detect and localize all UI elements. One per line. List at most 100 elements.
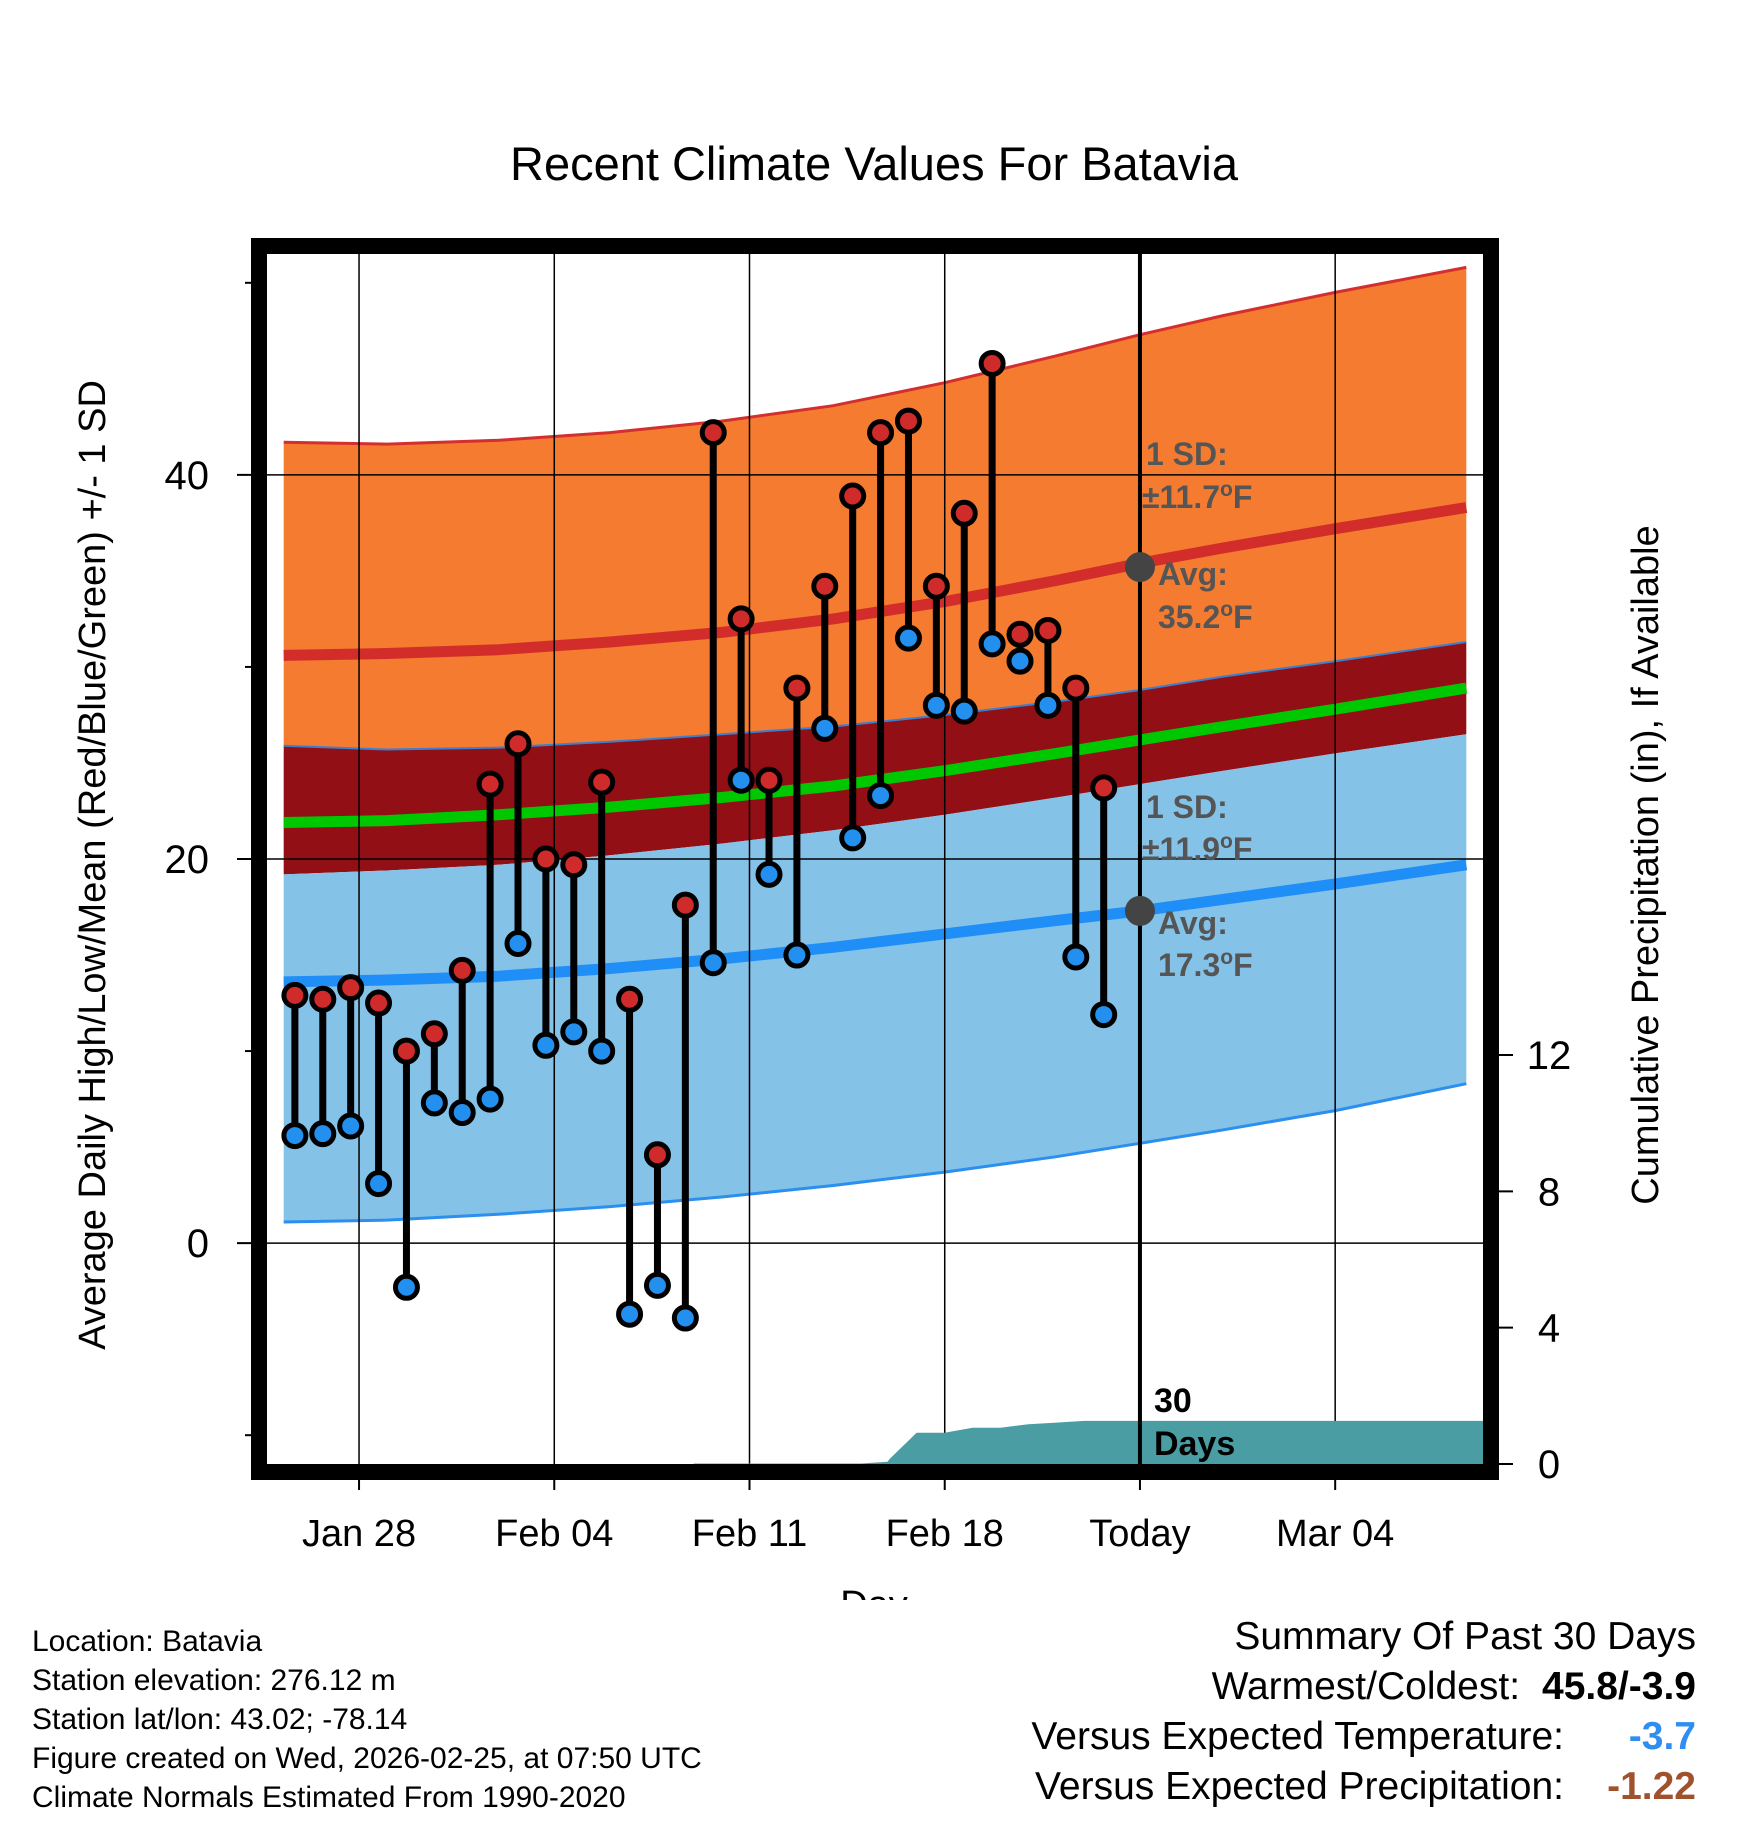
location-text: Location: Batavia [32, 1625, 263, 1658]
daily-high-point [922, 572, 950, 600]
daily-low-point [755, 860, 783, 888]
daily-low-point [727, 766, 755, 794]
avg-high-line [283, 502, 1468, 661]
precip-departure-value: -1.22 [1607, 1765, 1696, 1808]
temp-departure-label: Versus Expected Temperature: [1031, 1715, 1564, 1758]
daily-low-point [560, 1018, 588, 1046]
x-tick-label: Feb 04 [495, 1513, 613, 1555]
precip-departure-row: Versus Expected Precipitation: -1.22 [1031, 1762, 1696, 1812]
daily-high-point [643, 1141, 671, 1169]
high-sd-band [283, 267, 1467, 750]
mean-band [283, 642, 1467, 875]
daily-high-point [420, 1020, 448, 1048]
high-plus-sd-line [283, 265, 1467, 446]
plot-area: 1 SD: ±11.7oF Avg: 35.2oF 1 SD: ±11.9oF Avg: 17… [267, 254, 1483, 1464]
created-text: Figure created on Wed, 2026-02-25, at 07… [32, 1742, 702, 1775]
y-tick-label: 20 [165, 838, 210, 882]
today-days-number: 30 [1154, 1382, 1192, 1420]
today-avg-high-dot [1124, 552, 1155, 583]
low-sd-label: 1 SD: [1146, 789, 1228, 825]
daily-low-point [588, 1037, 616, 1065]
daily-low-point [1034, 691, 1062, 719]
daily-high-point [783, 674, 811, 702]
warmest-coldest-row: Warmest/Coldest: 45.8/-3.9 [1031, 1662, 1696, 1712]
daily-low-point [978, 630, 1006, 658]
daily-low-point [448, 1099, 476, 1127]
daily-high-point [309, 985, 337, 1013]
daily-low-point [337, 1112, 365, 1140]
station-info: Location: Batavia Station elevation: 276… [32, 1622, 702, 1817]
x-tick-label: Feb 18 [886, 1513, 1004, 1555]
daily-low-point [1090, 1001, 1118, 1029]
daily-low-point [867, 782, 895, 810]
daily-high-point [448, 956, 476, 984]
daily-high-point [1006, 620, 1034, 648]
daily-low-point [894, 624, 922, 652]
daily-low-point [420, 1089, 448, 1117]
precip-area [693, 1420, 1483, 1464]
daily-high-point [281, 981, 309, 1009]
daily-high-point [504, 730, 532, 758]
daily-high-point [365, 989, 393, 1017]
plot-content: 1 SD: ±11.7oF Avg: 35.2oF 1 SD: ±11.9oF Avg: 17… [267, 254, 1483, 1464]
axes: Jan 28 Feb 04 Feb 11 Feb 18 Today Mar 0402040… [165, 238, 1572, 1555]
y-axis-label: Average Daily High/Low/Mean (Red/Blue/Gr… [72, 380, 114, 1350]
low-avg-value: 17.3oF [1158, 946, 1253, 983]
temp-departure-row: Versus Expected Temperature: -3.7 [1031, 1712, 1696, 1762]
warmest-coldest-value: 45.8/-3.9 [1542, 1665, 1696, 1708]
daily-low-point [532, 1031, 560, 1059]
warmest-coldest-label: Warmest/Coldest: [1211, 1665, 1521, 1708]
daily-high-point [532, 845, 560, 873]
today-days-label: Days [1154, 1425, 1235, 1463]
x-axis-label: Day [840, 1584, 908, 1600]
daily-high-point [616, 985, 644, 1013]
daily-low-point [365, 1170, 393, 1198]
daily-high-point [392, 1037, 420, 1065]
daily-high-point [588, 768, 616, 796]
daily-low-point [699, 949, 727, 977]
daily-low-point [671, 1304, 699, 1332]
daily-high-point [811, 572, 839, 600]
daily-high-point [978, 349, 1006, 377]
high-avg-value: 35.2oF [1158, 598, 1253, 635]
daily-low-point [811, 714, 839, 742]
y2-tick-label: 12 [1527, 1034, 1572, 1078]
x-tick-label: Feb 11 [692, 1513, 807, 1555]
daily-high-point [894, 407, 922, 435]
daily-high-point [1090, 774, 1118, 802]
y2-tick-label: 0 [1538, 1443, 1560, 1487]
low-avg-label: Avg: [1158, 905, 1228, 941]
y2-tick-label: 4 [1538, 1307, 1560, 1351]
daily-low-point [950, 697, 978, 725]
y2-tick-label: 8 [1538, 1170, 1560, 1214]
avg-mean-line [283, 682, 1468, 828]
high-avg-label: Avg: [1158, 556, 1228, 592]
daily-high-point [1034, 616, 1062, 644]
precip-departure-label: Versus Expected Precipitation: [1035, 1765, 1564, 1808]
daily-low-point [392, 1273, 420, 1301]
daily-high-point [560, 851, 588, 879]
summary-panel: Summary Of Past 30 Days Warmest/Coldest:… [1031, 1612, 1696, 1812]
daily-high-point [671, 891, 699, 919]
daily-low-point [643, 1271, 671, 1299]
daily-low-point [839, 824, 867, 852]
latlon-text: Station lat/lon: 43.02; -78.14 [32, 1703, 408, 1736]
today-avg-low-dot [1124, 895, 1155, 926]
daily-low-point [309, 1120, 337, 1148]
low-sd-value: ±11.9oF [1142, 830, 1252, 867]
daily-high-point [839, 482, 867, 510]
daily-high-point [755, 766, 783, 794]
chart-title: Recent Climate Values For Batavia [510, 137, 1239, 190]
daily-high-point [1062, 674, 1090, 702]
daily-high-point [476, 770, 504, 798]
daily-high-point [727, 605, 755, 633]
summary-title: Summary Of Past 30 Days [1234, 1615, 1696, 1658]
y2-axis-label: Cumulative Precipitation (in), If Availa… [1625, 525, 1667, 1204]
x-tick-label: Jan 28 [302, 1513, 416, 1555]
low-sd-band [283, 734, 1467, 1222]
temp-departure-value: -3.7 [1628, 1715, 1696, 1758]
normals-period-text: Climate Normals Estimated From 1990-2020 [32, 1781, 626, 1814]
daily-high-point [867, 419, 895, 447]
y-tick-label: 40 [165, 454, 210, 498]
daily-low-point [1062, 943, 1090, 971]
